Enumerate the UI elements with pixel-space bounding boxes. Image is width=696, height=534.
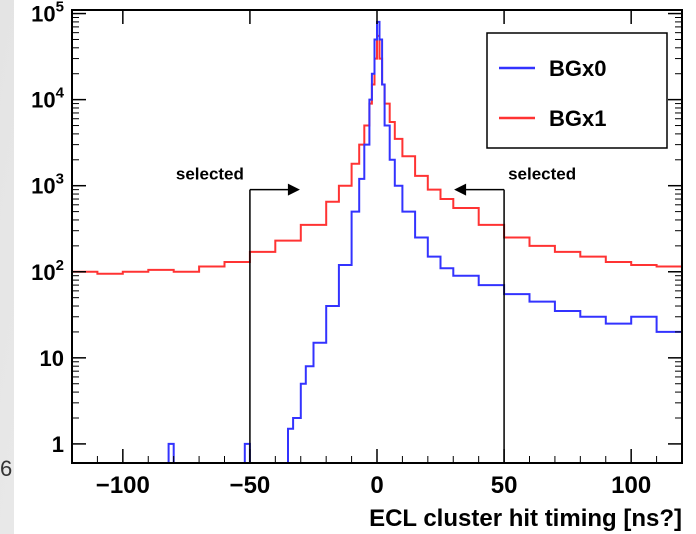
x-tick-label: 0 bbox=[370, 472, 383, 499]
x-tick-label: 50 bbox=[491, 472, 518, 499]
y-tick-label: 104 bbox=[31, 85, 64, 113]
y-tick-label: 102 bbox=[31, 257, 64, 285]
selected-label: selected bbox=[176, 165, 244, 184]
y-tick-label: 105 bbox=[31, 0, 64, 27]
legend: BGx0 BGx1 bbox=[486, 32, 668, 149]
selected-label: selected bbox=[508, 165, 576, 184]
y-tick-label: 103 bbox=[31, 171, 64, 199]
x-tick-label: −100 bbox=[96, 472, 150, 499]
arrow-head bbox=[454, 183, 467, 196]
y-tick-label: 10 bbox=[40, 346, 64, 371]
stray-text: 6 bbox=[0, 456, 13, 481]
tick-layer: −100 −50 0 50 100 1 10 102 103 104 105 bbox=[31, 0, 683, 499]
x-tick-label: −50 bbox=[230, 472, 271, 499]
x-axis-title: ECL cluster hit timing [ns?] bbox=[369, 505, 682, 532]
y-tick-label: 1 bbox=[52, 432, 64, 457]
x-tick-label: 100 bbox=[611, 472, 651, 499]
annotation-layer: selected selected bbox=[176, 165, 576, 463]
legend-label-bgx0: BGx0 bbox=[549, 56, 606, 81]
arrow-head bbox=[287, 183, 300, 196]
series-line-bgx0 bbox=[72, 20, 683, 464]
series-layer bbox=[72, 20, 683, 464]
legend-label-bgx1: BGx1 bbox=[549, 106, 606, 131]
legend-box bbox=[486, 32, 668, 149]
